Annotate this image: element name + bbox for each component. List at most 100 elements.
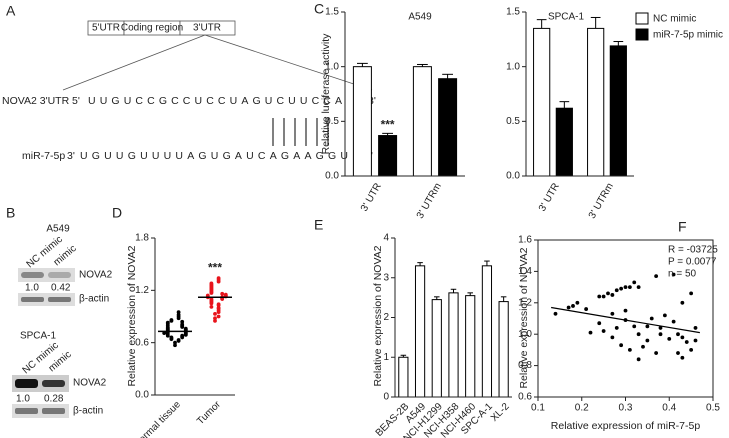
data-point xyxy=(676,351,680,355)
data-point xyxy=(216,302,221,307)
region-label: Coding region xyxy=(121,23,183,34)
x-tick-label: 0.1 xyxy=(531,403,545,414)
data-point xyxy=(216,276,221,281)
data-point xyxy=(684,340,689,344)
y-axis-label: Relative luciferase activity xyxy=(320,33,332,155)
annotation: *** xyxy=(381,118,395,132)
y-tick-label: 1.8 xyxy=(135,233,149,244)
panel-label: E xyxy=(314,217,323,233)
data-point xyxy=(162,331,167,335)
x-tick-label: 3' UTR xyxy=(537,181,562,213)
bar xyxy=(414,265,426,398)
data-point xyxy=(654,351,659,355)
chart-title: A549 xyxy=(408,12,432,23)
data-point xyxy=(636,332,641,337)
data-point xyxy=(689,291,694,296)
data-point xyxy=(658,326,663,330)
legend-label: NC mimic xyxy=(653,14,696,25)
data-point xyxy=(645,338,650,343)
data-point xyxy=(597,321,602,326)
bar xyxy=(609,45,627,177)
data-point xyxy=(575,300,580,305)
y-axis-label: Relative expression of NOVA2 xyxy=(372,245,384,386)
x-tick-label: 3' UTRm xyxy=(587,181,616,220)
band xyxy=(21,297,44,302)
data-point xyxy=(216,305,221,310)
ratio: 1.0 xyxy=(16,394,30,405)
x-tick-label: 0.4 xyxy=(662,403,676,414)
data-point xyxy=(680,300,685,305)
blot xyxy=(12,404,69,418)
mirna-sequence: UGUUGUUUUAGUGAUCAGAAGGU xyxy=(80,150,348,162)
panel-label: D xyxy=(112,205,122,221)
data-point xyxy=(610,335,615,340)
data-point xyxy=(176,312,181,317)
data-point xyxy=(180,322,185,327)
data-point xyxy=(601,294,606,299)
y-tick-label: 1.0 xyxy=(506,61,520,72)
bar xyxy=(587,27,605,177)
chart-title: SPCA-1 xyxy=(548,12,585,23)
y-tick-label: 3 xyxy=(383,272,389,283)
band xyxy=(21,272,44,278)
panel-label: C xyxy=(314,1,324,17)
gene-diagram xyxy=(62,20,373,91)
annotation: P = 0.0077 xyxy=(668,257,717,268)
data-point xyxy=(667,337,672,341)
panel-label: A xyxy=(6,3,16,19)
data-point xyxy=(213,311,217,316)
band-label: β-actin xyxy=(79,294,109,305)
data-point xyxy=(614,326,619,330)
y-tick-label: 0.6 xyxy=(518,392,532,403)
data-point xyxy=(213,318,217,323)
data-point xyxy=(584,307,589,311)
data-point xyxy=(205,293,210,298)
band xyxy=(48,297,71,302)
data-point xyxy=(213,316,217,321)
y-tick-label: 0.5 xyxy=(325,116,339,127)
legend-swatch xyxy=(635,28,649,41)
target-sequence: UUGUCCGCCUCCUAGUCUUCCA xyxy=(88,95,342,107)
band xyxy=(48,272,71,278)
data-point xyxy=(176,310,181,315)
panel-label: F xyxy=(678,219,687,235)
target-end: 5' xyxy=(72,95,80,107)
band xyxy=(42,380,65,387)
y-tick-label: 1.2 xyxy=(518,297,532,308)
data-point xyxy=(654,274,659,279)
x-tick-label: 3' UTRm xyxy=(415,181,444,220)
fit-line xyxy=(551,306,700,334)
data-point xyxy=(566,305,571,310)
bar xyxy=(465,295,476,398)
y-tick-label: 0.0 xyxy=(506,171,520,182)
y-tick-label: 1.2 xyxy=(135,285,149,296)
bar xyxy=(533,27,551,177)
band xyxy=(15,408,38,414)
band xyxy=(42,408,65,414)
x-tick-label: 0.2 xyxy=(575,403,589,414)
y-tick-label: 1.0 xyxy=(518,329,532,340)
data-point xyxy=(610,311,615,316)
blot-title: SPCA-1 xyxy=(20,331,57,342)
data-point xyxy=(176,338,181,342)
data-point xyxy=(601,329,606,333)
bar xyxy=(481,265,493,398)
data-point xyxy=(597,294,602,299)
annotation: *** xyxy=(208,260,222,274)
region-box xyxy=(179,20,236,36)
target-end: 3' xyxy=(368,95,376,107)
data-point xyxy=(645,324,650,329)
legend-label: miR-7-5p mimic xyxy=(653,30,723,41)
annotation: n = 50 xyxy=(668,269,697,280)
data-point xyxy=(610,293,615,297)
data-point xyxy=(619,343,624,348)
data-point xyxy=(619,286,624,291)
target-label: NOVA2 3'UTR xyxy=(2,95,70,107)
data-point xyxy=(662,313,667,318)
ratio: 0.28 xyxy=(44,394,64,405)
data-point xyxy=(165,320,170,325)
data-point xyxy=(676,332,680,337)
ratio: 0.42 xyxy=(51,283,71,294)
zoom-line xyxy=(62,34,206,91)
data-point xyxy=(671,272,676,277)
